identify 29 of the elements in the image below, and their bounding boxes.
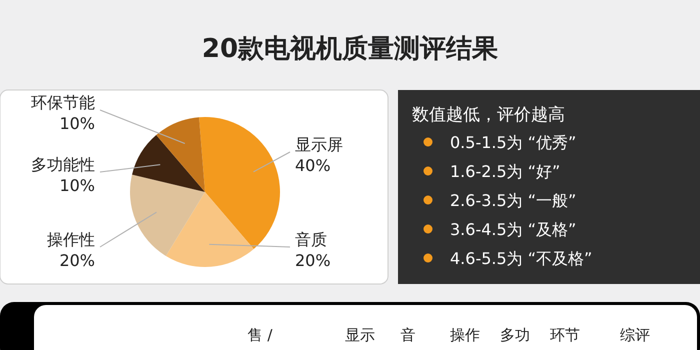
data-label: 20%: [59, 251, 95, 270]
data-label: 10%: [59, 114, 95, 133]
text: 3.6-4.5为 “及格”: [450, 220, 576, 239]
text: 2.6-3.5为 “一般”: [450, 191, 576, 210]
slice-label: 显示屏: [295, 135, 343, 154]
text: 环节: [550, 326, 580, 344]
pie-slice: [156, 117, 205, 192]
text: 数值越低，评价越高: [412, 105, 565, 125]
slice-label: 环保节能: [31, 93, 95, 112]
text: 4.6-5.5为 “不及格”: [450, 249, 592, 268]
text: 售 /: [248, 326, 274, 344]
slice-label: 音质: [295, 230, 327, 249]
chart-title: 20款电视机质量测评结果: [202, 34, 498, 64]
data-label: 20%: [295, 251, 331, 270]
text: 音: [400, 326, 416, 344]
data-label: 40%: [295, 156, 331, 175]
text: 多功: [500, 326, 530, 344]
pie-slice: [199, 117, 280, 249]
pie-slice: [166, 192, 254, 267]
text: 0.5-1.5为 “优秀”: [450, 133, 576, 152]
text: 显示: [345, 326, 375, 344]
slice-label: 多功能性: [31, 155, 95, 174]
data-label: 10%: [59, 176, 95, 195]
text: 操作: [450, 326, 480, 344]
text: 综评: [620, 326, 650, 344]
text: 1.6-2.5为 “好”: [450, 162, 560, 181]
pie-slice: [130, 174, 205, 256]
slice-label: 操作性: [47, 230, 95, 249]
pie-slice: [132, 135, 205, 192]
